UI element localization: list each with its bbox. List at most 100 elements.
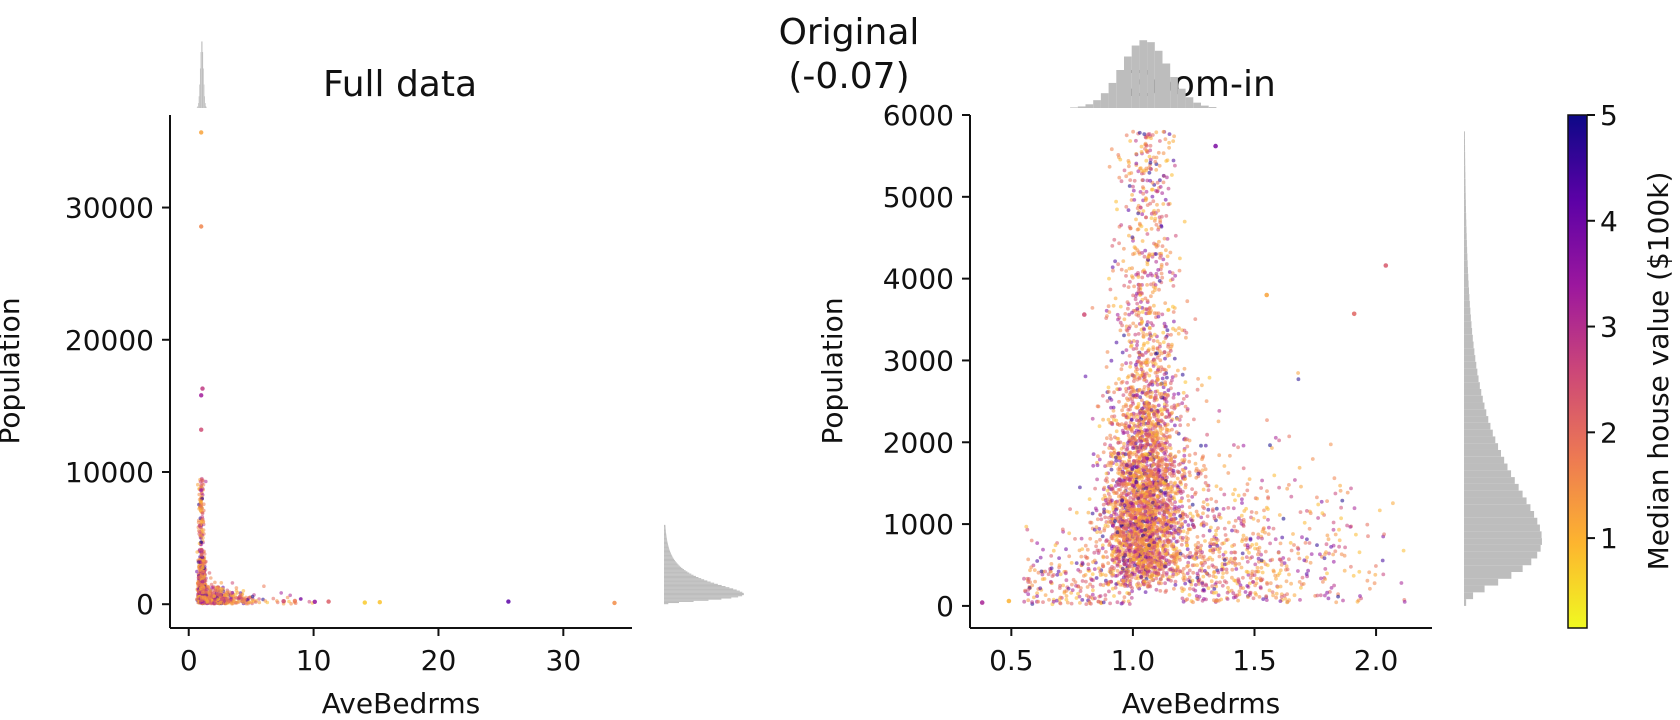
histogram-bar — [1464, 273, 1469, 281]
data-point — [1168, 446, 1173, 451]
histogram-bar — [664, 565, 680, 567]
data-point — [1186, 560, 1191, 565]
data-point — [1168, 567, 1173, 572]
data-point — [243, 601, 248, 605]
histogram-bar — [198, 96, 200, 108]
data-point — [1343, 545, 1347, 550]
data-point — [1086, 562, 1091, 567]
data-point — [1254, 592, 1258, 597]
data-point — [1121, 579, 1126, 584]
data-point — [1091, 463, 1096, 468]
histogram-bar — [205, 106, 207, 108]
data-point — [1107, 589, 1111, 594]
data-point — [1190, 502, 1195, 507]
data-point — [1122, 595, 1127, 600]
data-point — [1214, 528, 1218, 533]
data-point — [1199, 543, 1203, 548]
histogram-bar — [664, 540, 668, 542]
histogram-bar — [204, 103, 206, 108]
data-point — [1165, 375, 1169, 380]
data-point — [1208, 541, 1212, 546]
histogram-bar — [664, 578, 702, 580]
data-point — [1278, 541, 1283, 546]
histogram-bar — [664, 597, 732, 599]
data-point — [1167, 364, 1171, 369]
histogram-bar — [664, 530, 666, 532]
data-point — [1217, 512, 1222, 517]
data-point — [1231, 506, 1236, 511]
histogram-bar — [664, 539, 668, 541]
data-point — [1160, 551, 1165, 555]
data-point — [1319, 576, 1323, 581]
data-point — [1161, 202, 1166, 206]
data-point — [1172, 134, 1176, 139]
data-point — [1104, 581, 1109, 586]
data-point — [1073, 580, 1078, 584]
data-point — [1288, 541, 1293, 545]
data-point — [1260, 570, 1265, 575]
data-point — [1200, 383, 1204, 388]
histogram-bar — [664, 580, 708, 582]
data-point — [1187, 459, 1192, 464]
data-point — [1308, 509, 1312, 514]
data-point — [1170, 271, 1175, 275]
data-point — [1351, 573, 1356, 578]
data-point — [1163, 301, 1168, 305]
data-point — [1049, 554, 1054, 558]
histogram-bar — [664, 570, 686, 572]
histogram-bar — [664, 584, 722, 587]
data-point — [1302, 520, 1307, 525]
data-point — [1340, 498, 1345, 503]
histogram-bar — [664, 556, 673, 558]
data-point — [1226, 585, 1230, 590]
data-point — [1140, 346, 1145, 351]
data-point — [1242, 492, 1247, 497]
data-point — [1131, 129, 1135, 134]
histogram-bar — [1464, 511, 1535, 518]
data-point — [1254, 576, 1259, 581]
data-point — [1130, 589, 1134, 594]
data-point — [1214, 565, 1218, 570]
data-point — [1123, 425, 1128, 430]
data-point — [1180, 504, 1185, 509]
data-point — [213, 580, 217, 585]
data-point — [1136, 211, 1141, 216]
data-point — [1130, 275, 1135, 280]
data-point — [1038, 555, 1043, 560]
data-point — [1254, 510, 1259, 515]
data-point — [1164, 573, 1169, 577]
data-point — [1212, 587, 1217, 591]
histogram-bar — [664, 599, 709, 601]
data-point — [1096, 454, 1100, 459]
data-point — [1155, 180, 1160, 185]
data-point — [1162, 321, 1167, 326]
data-point — [1080, 547, 1085, 551]
data-point — [1182, 448, 1187, 453]
right-top-histogram — [1070, 40, 1217, 109]
data-point — [200, 579, 205, 584]
histogram-bar — [664, 553, 672, 555]
data-point — [1154, 252, 1158, 256]
data-point — [1145, 340, 1150, 345]
histogram-bar — [1464, 151, 1466, 159]
data-point — [1142, 254, 1147, 259]
data-point — [1160, 275, 1165, 280]
data-point — [1112, 390, 1116, 395]
data-point — [1069, 601, 1074, 606]
histogram-bar — [1464, 138, 1465, 145]
data-point — [224, 601, 229, 606]
data-point — [1180, 522, 1184, 527]
data-point — [1191, 570, 1196, 575]
histogram-bar — [1464, 205, 1466, 213]
suptitle-line-2: (-0.07) — [788, 56, 909, 97]
data-point — [1187, 470, 1192, 475]
data-point — [1152, 332, 1157, 337]
data-point — [1201, 554, 1206, 559]
data-point — [210, 585, 214, 590]
data-point — [1124, 269, 1129, 273]
data-point — [199, 583, 204, 588]
histogram-bar — [1464, 178, 1466, 186]
data-point — [1338, 483, 1342, 488]
histogram-bar — [1464, 565, 1523, 573]
